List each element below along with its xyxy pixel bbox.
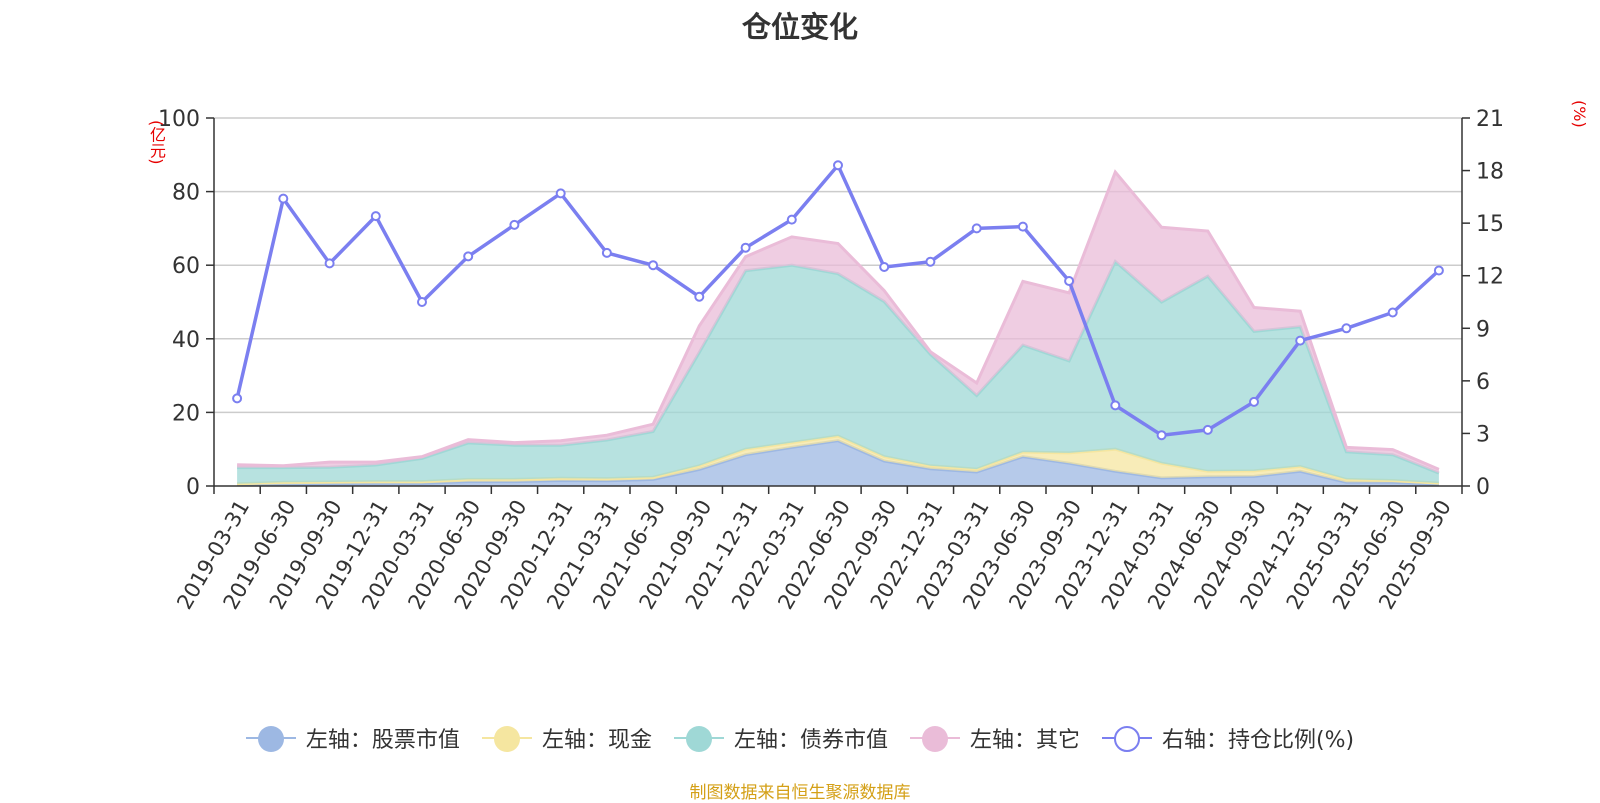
ratio-point (417, 297, 427, 307)
left-axis-tick-label: 80 (172, 181, 200, 206)
ratio-point (232, 393, 243, 404)
chart-title: 仓位变化 (741, 10, 858, 44)
legend-item-bond[interactable]: 左轴：债券市值 (673, 722, 888, 754)
ratio-point (278, 193, 289, 204)
legend-cash-label: 左轴：现金 (541, 728, 652, 753)
ratio-point (833, 160, 843, 171)
ratio-point (1064, 276, 1075, 286)
ratio-point (648, 260, 659, 271)
ratio-point (1387, 307, 1398, 318)
left-axis-tick-label: 40 (172, 328, 200, 353)
ratio-point (324, 258, 335, 269)
ratio-point (694, 291, 705, 302)
right-axis-tick-label: 15 (1476, 212, 1504, 237)
ratio-point (463, 251, 474, 262)
right-axis-tick-label: 6 (1476, 370, 1490, 395)
ratio-point (925, 256, 936, 267)
legend-other-icon (909, 724, 960, 752)
left-axis-tick-label: 0 (186, 475, 200, 500)
area-top-line-3 (237, 169, 1440, 471)
legend-stock-label: 左轴：股票市值 (305, 728, 460, 753)
ratio-point (509, 219, 520, 230)
left-axis-unit: (亿元) (147, 120, 166, 165)
legend: 左轴：股票市值 左轴：现金 左轴：债券市值 左轴：其它 右轴：持仓比例(%) (0, 722, 1600, 754)
left-axis-tick-label: 60 (172, 254, 200, 279)
legend-stock-icon (245, 724, 296, 752)
area-series-1 (237, 436, 1439, 485)
ratio-point (601, 247, 612, 258)
legend-item-other[interactable]: 左轴：其它 (909, 722, 1080, 754)
ratio-point (555, 188, 566, 199)
area-series-2 (237, 261, 1439, 484)
legend-ratio-label: 右轴：持仓比例(%) (1161, 728, 1355, 753)
legend-bond-icon (673, 724, 724, 752)
legend-item-stock[interactable]: 左轴：股票市值 (245, 722, 460, 754)
right-axis-tick-label: 3 (1476, 422, 1490, 447)
right-axis-tick-label: 12 (1476, 265, 1504, 290)
right-axis-tick-label: 18 (1476, 160, 1504, 185)
ratio-point (740, 242, 751, 253)
right-axis-tick-label: 9 (1476, 317, 1490, 342)
right-axis-unit: (%) (1570, 100, 1589, 128)
ratio-point (370, 211, 381, 222)
legend-item-cash[interactable]: 左轴：现金 (481, 722, 652, 754)
ratio-point (1249, 396, 1259, 407)
right-axis-tick-label: 21 (1476, 107, 1504, 132)
ratio-point (879, 262, 890, 272)
ratio-point (971, 223, 982, 234)
ratio-point (1017, 221, 1028, 232)
legend-item-ratio[interactable]: 右轴：持仓比例(%) (1101, 722, 1355, 754)
ratio-point (1295, 335, 1306, 346)
ratio-point (1202, 424, 1213, 435)
left-axis-tick-label: 100 (158, 107, 200, 132)
legend-ratio-icon (1101, 724, 1152, 752)
ratio-point (1156, 430, 1167, 441)
legend-cash-icon (481, 724, 532, 752)
area-series-3 (237, 172, 1439, 474)
ratio-point (1341, 323, 1352, 334)
left-axis-tick-label: 20 (172, 401, 200, 426)
right-axis-tick-label: 0 (1476, 475, 1490, 500)
ratio-points (232, 160, 1444, 441)
ratio-point (1433, 265, 1444, 276)
stacked-areas (237, 169, 1440, 487)
legend-other-label: 左轴：其它 (969, 728, 1080, 753)
ratio-point (786, 214, 797, 225)
ratio-point (1110, 400, 1121, 411)
legend-bond-label: 左轴：债券市值 (733, 728, 888, 753)
data-source-note: 制图数据来自恒生聚源数据库 (689, 783, 911, 803)
